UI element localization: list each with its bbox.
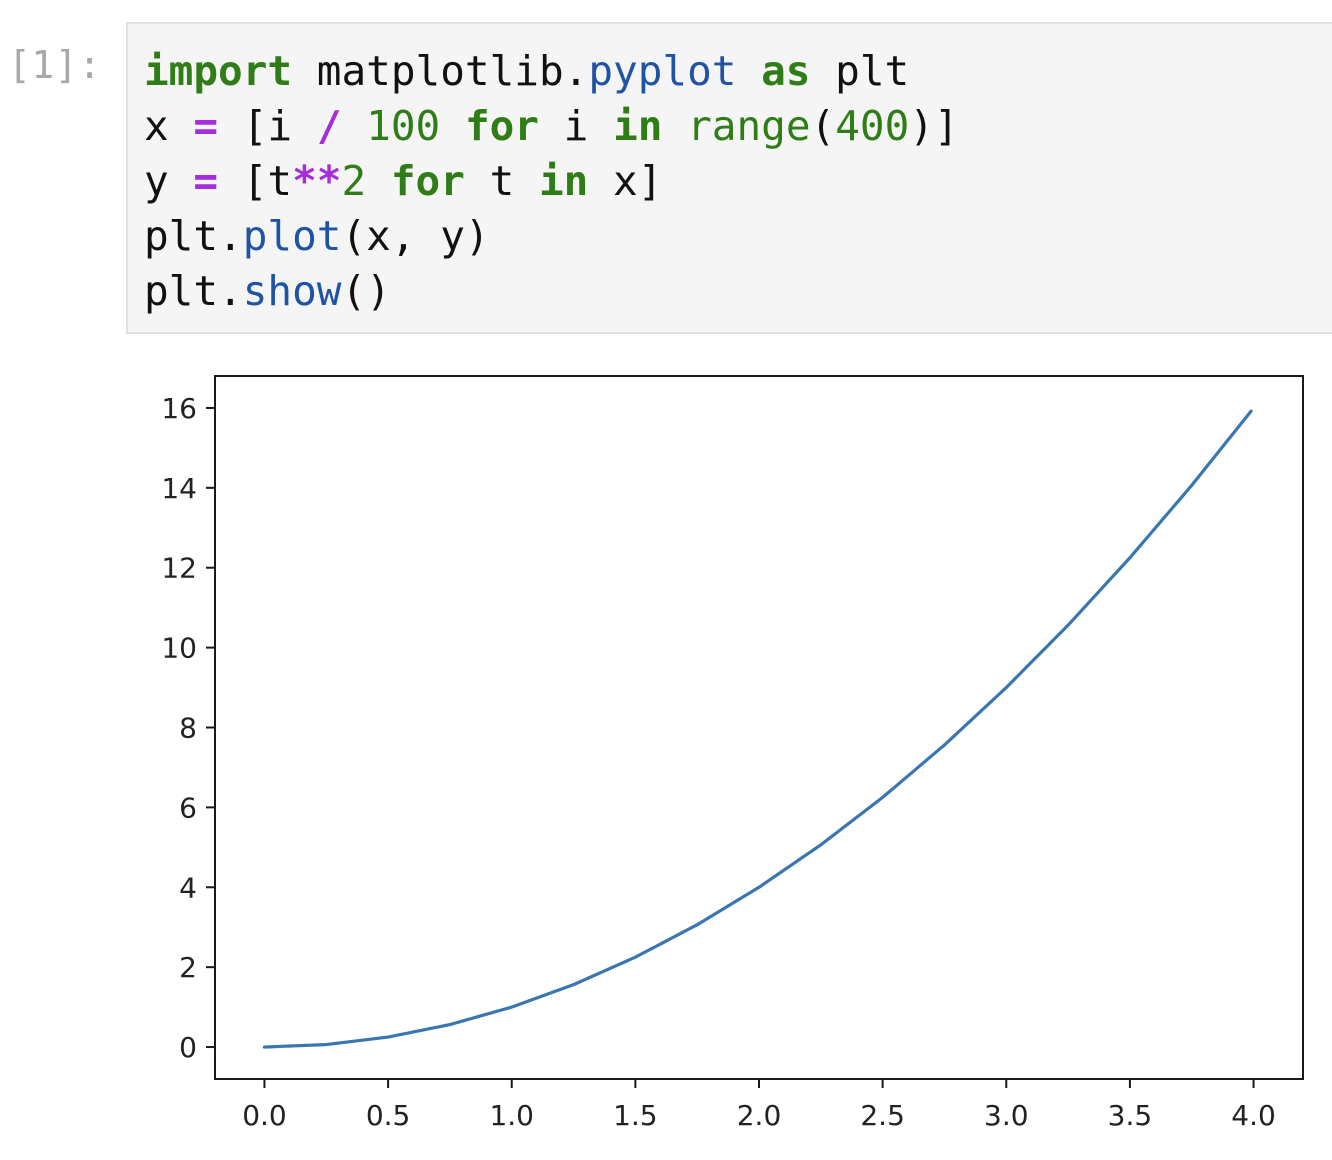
code-token: (	[810, 102, 836, 150]
y-tick-label: 16	[161, 392, 197, 425]
code-token: x	[144, 102, 194, 150]
code-token: matplotlib.	[292, 47, 589, 95]
y-tick-label: 0	[179, 1031, 197, 1064]
code-token: =	[193, 157, 219, 205]
code-line: x = [i / 100 for i in range(400)]	[144, 99, 959, 154]
x-tick-label: 0.0	[242, 1099, 287, 1132]
code-token: plot	[242, 212, 342, 260]
code-editor[interactable]: import matplotlib.pyplot as plt x = [i / …	[144, 44, 959, 319]
code-token: plt	[810, 47, 910, 95]
x-tick-label: 3.0	[984, 1099, 1029, 1132]
code-token: ()	[341, 267, 391, 315]
code-token: range	[687, 102, 811, 150]
code-token	[366, 157, 391, 205]
y-tick-label: 4	[179, 871, 197, 904]
code-token: in	[613, 102, 663, 150]
code-token	[342, 102, 367, 150]
y-tick-label: 10	[161, 632, 197, 665]
code-token: 100	[366, 102, 441, 150]
cell-prompt: [1]:	[8, 43, 102, 87]
code-token: for	[390, 157, 465, 205]
x-tick-label: 1.5	[613, 1099, 658, 1132]
x-tick-label: 0.5	[366, 1099, 411, 1132]
series-line	[262, 409, 1253, 1049]
x-tick-label: 4.0	[1231, 1099, 1276, 1132]
code-line: plt.show()	[144, 264, 959, 319]
code-token: t	[464, 157, 539, 205]
x-tick-label: 1.0	[489, 1099, 534, 1132]
code-token	[440, 102, 465, 150]
code-line: y = [t**2 for t in x]	[144, 154, 959, 209]
code-token: plt.	[144, 212, 243, 260]
code-cell-input[interactable]: import matplotlib.pyplot as plt x = [i / …	[126, 22, 1332, 334]
code-line: import matplotlib.pyplot as plt	[144, 44, 959, 99]
line-chart: 0.0 0.5 1.0 1.5 2.0 2.5 3.0 3.5 4.0 0 2 4 6 8 10 12 14 16	[161, 375, 1304, 1132]
code-token	[736, 47, 761, 95]
code-token: show	[242, 267, 342, 315]
code-token: 400	[835, 102, 910, 150]
code-token: x]	[588, 157, 663, 205]
code-token: [t	[218, 157, 293, 205]
cell-output: 0.0 0.5 1.0 1.5 2.0 2.5 3.0 3.5 4.0 0 2 4 6 8 10 12 14 16	[126, 350, 1332, 1160]
x-tick-label: 2.0	[737, 1099, 782, 1132]
code-token: plt.	[144, 267, 243, 315]
y-tick-label: 6	[179, 791, 197, 824]
code-token	[662, 102, 687, 150]
code-token: y	[144, 157, 194, 205]
code-token: import	[144, 47, 293, 95]
code-token: as	[761, 47, 811, 95]
code-token: /	[316, 102, 342, 150]
code-token: =	[193, 102, 219, 150]
code-token: pyplot	[588, 47, 737, 95]
y-tick-label: 14	[161, 472, 197, 505]
code-token: i	[539, 102, 614, 150]
code-token: 2	[341, 157, 367, 205]
code-token: [i	[218, 102, 317, 150]
y-tick-label: 8	[179, 712, 197, 745]
y-tick-label: 12	[161, 552, 197, 585]
x-tick-label: 2.5	[860, 1099, 905, 1132]
y-tick-label: 2	[179, 951, 197, 984]
plot-frame	[214, 375, 1304, 1080]
code-token: **	[292, 157, 342, 205]
x-tick-label: 3.5	[1108, 1099, 1153, 1132]
code-token: )]	[909, 102, 959, 150]
code-token: (x, y)	[341, 212, 490, 260]
code-token: for	[464, 102, 539, 150]
code-token: in	[539, 157, 589, 205]
code-line: plt.plot(x, y)	[144, 209, 959, 264]
